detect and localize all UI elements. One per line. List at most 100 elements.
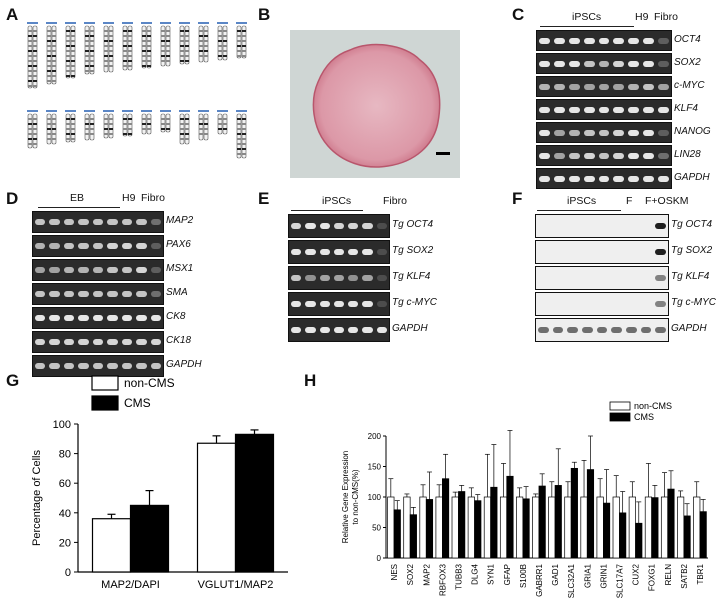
chromosome-marker — [236, 110, 247, 112]
chromosome-band — [161, 60, 165, 62]
x-tick-label: TBR1 — [696, 563, 705, 584]
chromosome-band — [204, 40, 208, 42]
chromosome-band — [90, 118, 94, 120]
gel-row-label: c-MYC — [674, 79, 705, 91]
gel-band — [643, 83, 655, 90]
gel-band — [63, 339, 75, 345]
gel-band — [376, 327, 387, 333]
gel-band — [150, 315, 161, 321]
gel-band — [107, 315, 118, 321]
chromosome-marker — [179, 22, 190, 24]
gel-band — [376, 223, 387, 229]
chromosome-band — [185, 50, 189, 52]
chromosome-band — [204, 50, 208, 52]
chromosome-band — [28, 65, 32, 67]
chromosome-band — [85, 60, 89, 62]
gel-band — [92, 315, 104, 321]
chromosome-band — [109, 50, 113, 52]
chromosome-band — [123, 45, 127, 47]
bar — [612, 496, 620, 559]
gel-band — [348, 223, 359, 229]
gel-band — [150, 363, 161, 369]
gel-band — [539, 106, 550, 113]
bar — [425, 499, 434, 559]
chromosome-band — [33, 85, 37, 87]
chromosome-band — [147, 50, 151, 52]
chromosome-marker — [141, 110, 152, 112]
bar — [660, 496, 669, 559]
chromosome-band — [237, 55, 241, 57]
chromosome-band — [33, 143, 37, 145]
chromosome-band — [104, 123, 108, 125]
chromosome-band — [223, 35, 227, 37]
gel-row-label: PAX6 — [166, 239, 191, 250]
chromosome-marker — [160, 110, 171, 112]
chromosome-band — [66, 138, 70, 140]
gel-band — [150, 243, 161, 249]
gel-band — [628, 83, 640, 90]
chromosome-band — [128, 60, 132, 62]
chromosome-band — [180, 45, 184, 47]
gel-band — [568, 175, 580, 182]
gel-strip — [536, 76, 672, 97]
chromosome-band — [185, 118, 189, 120]
chromosome-band — [242, 30, 246, 32]
gel-band — [655, 327, 666, 333]
bar — [403, 496, 411, 559]
chromosome-band — [33, 50, 37, 52]
gel-strip — [32, 355, 164, 377]
gel-band — [539, 60, 550, 67]
chromosome-marker — [122, 22, 133, 24]
gel-lane-label: F — [626, 195, 633, 207]
chromosome-band — [52, 80, 56, 82]
x-tick-label: RELN — [664, 564, 673, 586]
chromosome-band — [180, 50, 184, 52]
chromosome-band — [28, 143, 32, 145]
chromosome-band — [142, 60, 146, 62]
chromosome-band — [147, 123, 151, 125]
chromosome-band — [218, 45, 222, 47]
chromosome-marker — [141, 22, 152, 24]
chromosome-band — [166, 128, 170, 130]
chromosome-band — [199, 118, 203, 120]
karyotype-image — [27, 22, 247, 159]
chromosome-marker — [65, 110, 76, 112]
gel-strip — [288, 214, 390, 238]
chromosome-band — [109, 123, 113, 125]
chromosome-band — [237, 128, 241, 130]
chromosome-band — [142, 50, 146, 52]
chromosome-band — [185, 35, 189, 37]
bar — [409, 514, 417, 559]
chromosome-band — [223, 123, 227, 125]
y-tick-label: 50 — [372, 524, 381, 533]
gel-group-underline — [291, 210, 363, 211]
chromosome-band — [166, 118, 170, 120]
gel-band — [658, 83, 669, 90]
gel-band — [49, 243, 60, 249]
gel-band — [628, 60, 640, 67]
gel-band — [539, 83, 550, 90]
chromosome-band — [199, 40, 203, 42]
chromosome-band — [128, 123, 132, 125]
gel-band — [291, 223, 302, 229]
chromosome-band — [33, 70, 37, 72]
gel-band — [305, 249, 316, 255]
gel-band — [319, 249, 330, 255]
chromosome-band — [123, 35, 127, 37]
gel-row-label: Tg KLF4 — [671, 271, 710, 282]
gel-band — [333, 275, 345, 281]
chromosome-band — [28, 40, 32, 42]
chromosome-band — [90, 133, 94, 135]
gel-band — [291, 301, 302, 307]
gel-band — [658, 106, 669, 113]
chromosome-band — [147, 40, 151, 42]
chromosome-band — [204, 35, 208, 37]
chromosome-band — [66, 40, 70, 42]
chromosome-band — [66, 60, 70, 62]
bar — [196, 442, 237, 573]
chromosome-band — [242, 128, 246, 130]
chromosome-band — [47, 55, 51, 57]
x-tick-label: SLC32A1 — [567, 563, 576, 598]
chromosome-band — [47, 138, 51, 140]
legend-swatch — [609, 412, 631, 422]
